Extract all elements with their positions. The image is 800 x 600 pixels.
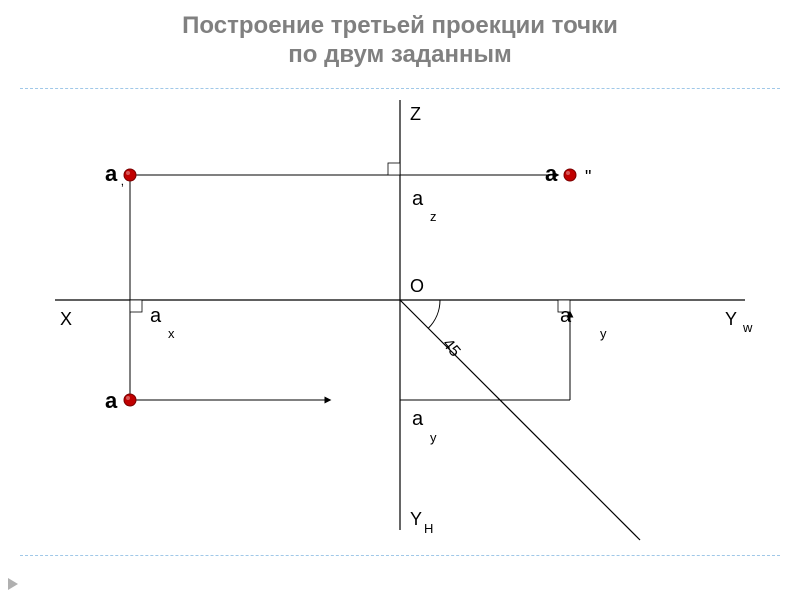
point-a-prime	[124, 169, 136, 181]
label-o: O	[410, 276, 424, 296]
label-ayw-sub: y	[600, 326, 607, 341]
label-yh: Y	[410, 509, 422, 529]
label-a: а	[105, 388, 118, 413]
point-a-dprime	[564, 169, 576, 181]
label-a-prime: а	[105, 161, 118, 186]
label-az: а	[412, 188, 424, 210]
label-ax-sub: x	[168, 326, 175, 341]
label-a-prime-mark: ʼ	[121, 181, 124, 196]
label-ayw: а	[560, 305, 572, 327]
point-a	[124, 394, 136, 406]
label-az-sub: z	[430, 209, 437, 224]
dashed-top	[20, 88, 780, 89]
title-line-1: Построение третьей проекции точки	[0, 12, 800, 41]
angle-arc	[428, 300, 440, 328]
label-a-dprime-mark: "	[585, 167, 591, 187]
perp-mark-x-left	[130, 300, 142, 312]
label-yh-sub: H	[424, 521, 433, 536]
label-ay-sub: y	[430, 430, 437, 445]
label-x: X	[60, 309, 72, 329]
projection-diagram: Z X O Y w Y H а ʼ а " а а x а z а y а y …	[0, 90, 800, 570]
label-yw-sub: w	[742, 320, 753, 335]
label-45: 45	[439, 336, 464, 361]
label-ay: а	[412, 408, 424, 430]
slide-title: Построение третьей проекции точки по дву…	[0, 0, 800, 70]
label-ax: а	[150, 305, 162, 327]
label-a-dprime: а	[545, 161, 558, 186]
perp-mark-z	[388, 163, 400, 175]
slide-nav-icon	[8, 578, 18, 590]
title-line-2: по двум заданным	[0, 41, 800, 70]
label-yw: Y	[725, 309, 737, 329]
label-z: Z	[410, 104, 421, 124]
